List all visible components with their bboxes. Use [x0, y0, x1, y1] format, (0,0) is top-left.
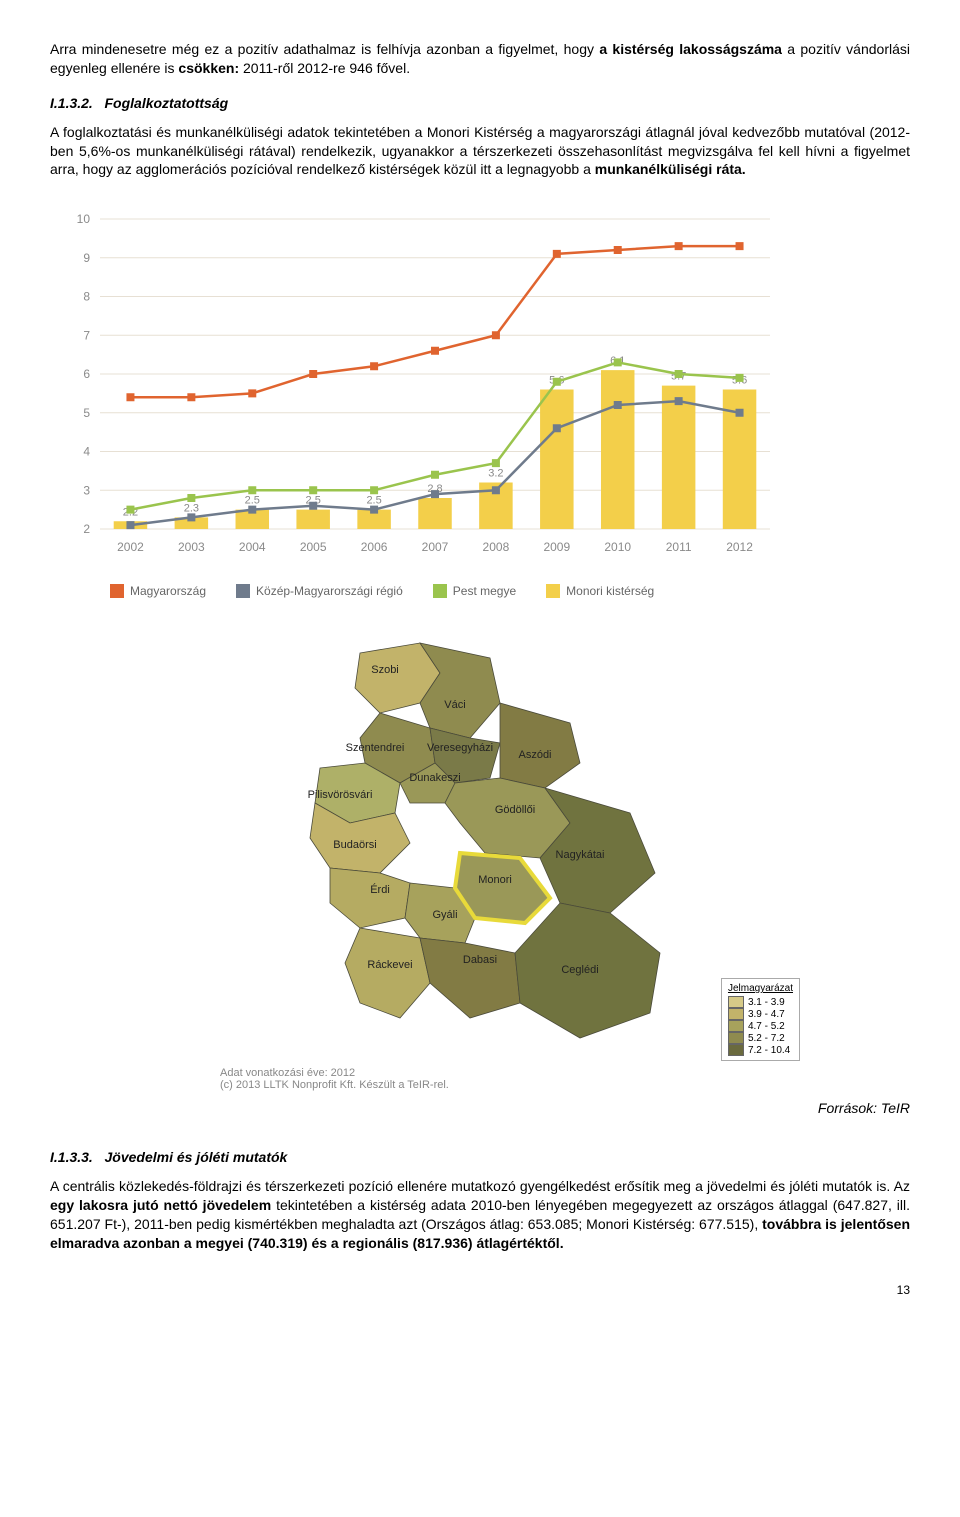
page-number: 13 — [50, 1283, 910, 1297]
svg-text:Váci: Váci — [444, 699, 465, 711]
svg-text:Monori: Monori — [478, 874, 512, 886]
section-132-head: I.1.3.2. Foglalkoztatottság — [50, 94, 910, 113]
svg-text:2.5: 2.5 — [245, 495, 260, 507]
svg-text:2.5: 2.5 — [366, 495, 381, 507]
svg-text:8: 8 — [83, 290, 90, 304]
svg-text:Budaörsi: Budaörsi — [333, 839, 376, 851]
svg-text:Aszódi: Aszódi — [518, 749, 551, 761]
sec132-title: Foglalkoztatottság — [104, 95, 228, 111]
svg-text:Ceglédi: Ceglédi — [561, 964, 598, 976]
legend-item: Magyarország — [110, 584, 206, 598]
region-erdi — [330, 868, 410, 928]
svg-text:2005: 2005 — [300, 540, 327, 554]
sec132-num: I.1.3.2. — [50, 95, 93, 111]
employment-paragraph: A foglalkoztatási és munkanélküliségi ad… — [50, 123, 910, 180]
p1-pre: Arra mindenesetre még ez a pozitív adath… — [50, 41, 599, 57]
map-caption: Adat vonatkozási éve: 2012 (c) 2013 LLTK… — [220, 1067, 740, 1091]
svg-text:Veresegyházi: Veresegyházi — [427, 742, 493, 754]
svg-text:Ráckevei: Ráckevei — [367, 959, 412, 971]
map-svg: Szobi Váci Szentendrei Veresegyházi Dunakesz… — [220, 638, 740, 1058]
p1-post: 2011-ről 2012-re 946 fővel. — [239, 60, 410, 76]
region-aszodi — [500, 703, 580, 788]
svg-text:3: 3 — [83, 484, 90, 498]
svg-text:3.2: 3.2 — [488, 468, 503, 480]
svg-text:Pilisvörösvári: Pilisvörösvári — [308, 789, 373, 801]
map-caption-cred: (c) 2013 LLTK Nonprofit Kft. Készült a T… — [220, 1079, 449, 1091]
legend-item: Pest megye — [433, 584, 516, 598]
p2-pre: A foglalkoztatási és munkanélküliségi ad… — [50, 124, 910, 178]
svg-text:Szentendrei: Szentendrei — [346, 742, 405, 754]
svg-text:2.3: 2.3 — [184, 503, 199, 515]
legend-item: Közép-Magyarországi régió — [236, 584, 403, 598]
intro-paragraph: Arra mindenesetre még ez a pozitív adath… — [50, 40, 910, 78]
chart-legend: Magyarország Közép-Magyarországi régió Pes… — [110, 584, 910, 598]
svg-text:Gödöllői: Gödöllői — [495, 804, 535, 816]
svg-text:2008: 2008 — [483, 540, 510, 554]
map-caption-year: Adat vonatkozási éve: 2012 — [220, 1067, 355, 1079]
svg-text:Gyáli: Gyáli — [432, 909, 457, 921]
svg-text:2012: 2012 — [726, 540, 753, 554]
svg-text:2002: 2002 — [117, 540, 144, 554]
region-rackevei — [345, 928, 430, 1018]
svg-text:6: 6 — [83, 367, 90, 381]
svg-text:Szobi: Szobi — [371, 664, 399, 676]
svg-text:Dabasi: Dabasi — [463, 954, 497, 966]
sources-line: Források: TeIR — [50, 1099, 910, 1118]
region-dabasi — [420, 938, 520, 1018]
sec133-num: I.1.3.3. — [50, 1149, 93, 1165]
svg-text:5: 5 — [83, 406, 90, 420]
sec133-title: Jövedelmi és jóléti mutatók — [104, 1149, 287, 1165]
svg-text:2006: 2006 — [361, 540, 388, 554]
svg-text:4: 4 — [83, 445, 90, 459]
svg-text:9: 9 — [83, 251, 90, 265]
unemployment-chart: 23456789102.220022.320032.520042.520052.… — [50, 209, 910, 598]
svg-text:2004: 2004 — [239, 540, 266, 554]
legend-item: Monori kistérség — [546, 584, 654, 598]
svg-text:2010: 2010 — [604, 540, 631, 554]
region-map: Szobi Váci Szentendrei Veresegyházi Dunakesz… — [50, 638, 910, 1091]
income-paragraph: A centrális közlekedés-földrajzi és térs… — [50, 1177, 910, 1253]
svg-text:2: 2 — [83, 522, 90, 536]
svg-text:Dunakeszi: Dunakeszi — [409, 772, 460, 784]
p3-s1: A centrális közlekedés-földrajzi és térs… — [50, 1178, 910, 1194]
svg-text:2003: 2003 — [178, 540, 205, 554]
svg-text:10: 10 — [77, 212, 91, 226]
p1-b1: a kistérség lakosságszáma — [599, 41, 782, 57]
svg-text:7: 7 — [83, 329, 90, 343]
map-legend: Jelmagyarázat3.1 - 3.93.9 - 4.74.7 - 5.2… — [721, 978, 800, 1061]
p2-b: munkanélküliségi ráta. — [595, 161, 746, 177]
region-vaci — [420, 643, 500, 738]
svg-text:2007: 2007 — [422, 540, 449, 554]
svg-text:Nagykátai: Nagykátai — [556, 849, 605, 861]
chart-svg: 23456789102.220022.320032.520042.520052.… — [50, 209, 790, 569]
svg-text:2011: 2011 — [666, 540, 692, 554]
svg-text:Érdi: Érdi — [370, 883, 390, 896]
svg-text:2009: 2009 — [543, 540, 570, 554]
p3-b1: egy lakosra jutó nettó jövedelem — [50, 1197, 271, 1213]
p1-b2: csökken: — [178, 60, 239, 76]
section-133-head: I.1.3.3. Jövedelmi és jóléti mutatók — [50, 1148, 910, 1167]
